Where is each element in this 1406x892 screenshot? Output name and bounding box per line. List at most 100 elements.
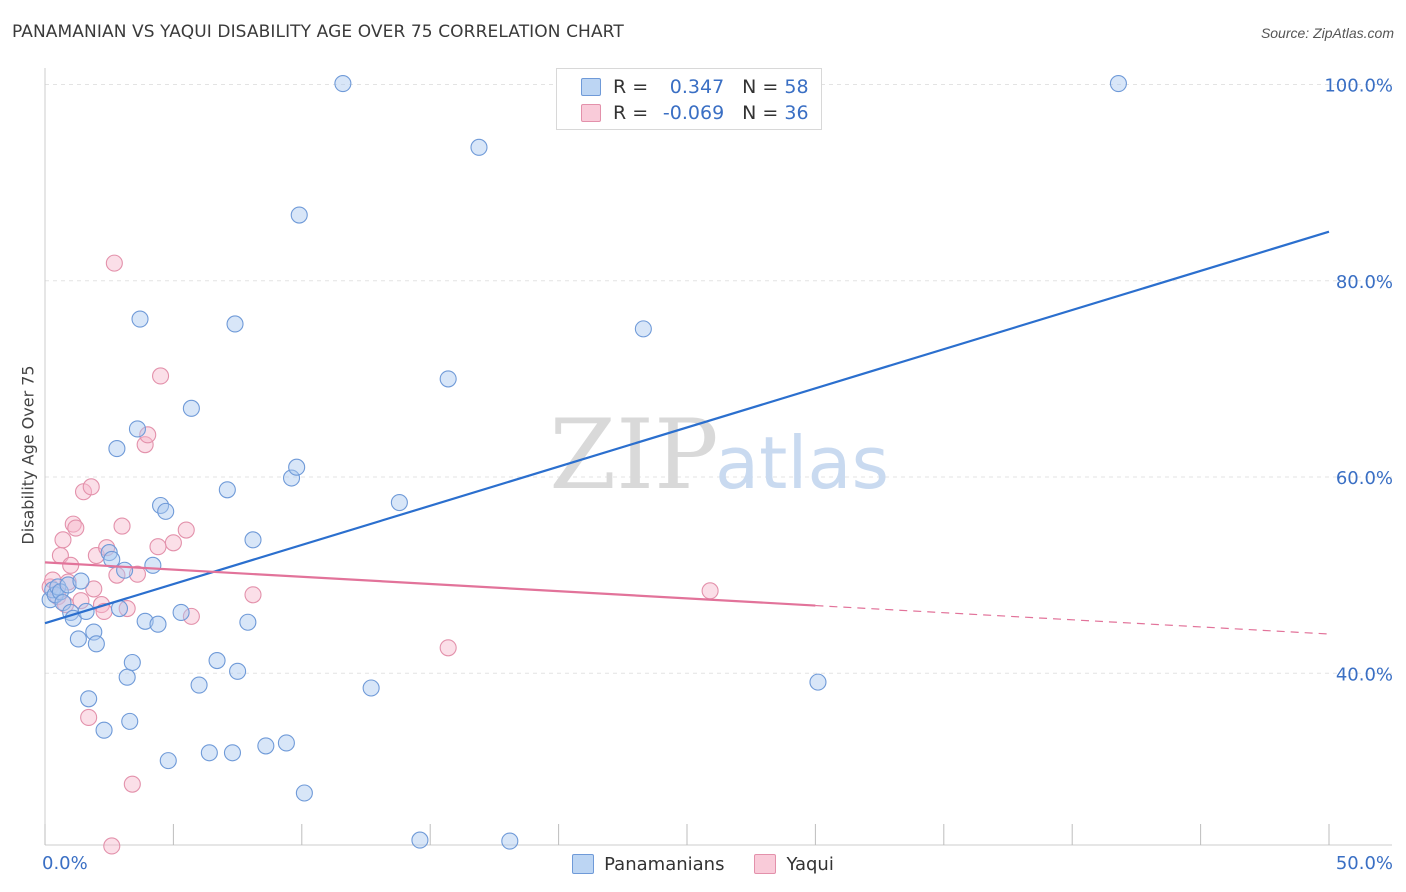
yaqui-point (105, 254, 123, 272)
legend-r-value: -0.069 (662, 102, 725, 124)
panamanian-point (87, 635, 105, 653)
panamanian-point (69, 630, 87, 648)
panamanian-point (108, 440, 126, 458)
legend-swatch-pink (754, 854, 777, 874)
legend-swatch-blue (581, 78, 601, 96)
panamanian-point (634, 320, 652, 338)
yaqui-point (62, 556, 80, 574)
yaqui-point (701, 582, 719, 600)
panamanian-point (121, 712, 139, 730)
legend-item-yaqui: Yaqui (754, 853, 834, 875)
chart-title: PANAMANIAN VS YAQUI DISABILITY AGE OVER … (12, 22, 624, 42)
yaqui-point (177, 521, 195, 539)
panamanian-point (72, 572, 90, 590)
yaqui-point (244, 586, 262, 604)
yaqui-trendline-extension (815, 604, 1330, 635)
panamanian-point (239, 613, 257, 631)
panamanian-point (439, 370, 457, 388)
panamanian-point (470, 138, 488, 156)
yaqui-point (67, 519, 85, 537)
yaqui-point (136, 436, 154, 454)
yaqui-point (80, 708, 98, 726)
legend-r-value: 0.347 (669, 76, 725, 98)
panamanian-point (128, 420, 146, 438)
panamanian-point (118, 668, 136, 686)
series-legend: Panamanians Yaqui (0, 852, 1406, 876)
trend-lines (44, 230, 1330, 635)
yaqui-point (149, 538, 167, 556)
yaqui-point (152, 367, 170, 385)
panamanian-trendline (44, 230, 1330, 625)
yaqui-points (41, 254, 719, 855)
panamanian-points (41, 75, 1127, 850)
panamanian-point (229, 662, 247, 680)
yaqui-point (439, 639, 457, 657)
axes (44, 68, 1392, 846)
watermark: ZIP atlas (549, 399, 889, 511)
panamanian-point (226, 315, 244, 333)
panamanian-point (200, 744, 218, 762)
legend-n-label: N = (742, 76, 779, 98)
legend-r-label: R = (613, 102, 649, 124)
panamanian-point (1109, 75, 1127, 93)
yaqui-point (164, 534, 182, 552)
legend-item-panamanians: Panamanians (572, 854, 724, 875)
panamanian-point (223, 744, 242, 762)
source-label: Source: ZipAtlas.com (1260, 25, 1394, 41)
panamanian-point (257, 737, 275, 755)
legend-row-panamanians: R = 0.347 N = 58 (581, 75, 809, 99)
panamanian-point (59, 576, 77, 594)
panamanian-point (334, 75, 352, 93)
legend-swatch-blue (572, 854, 595, 874)
yaqui-point (85, 580, 103, 598)
y-tick-label: 60.0% (1336, 468, 1393, 489)
panamanian-point (159, 752, 177, 770)
legend-label-panamanians: Panamanians (604, 853, 725, 875)
panamanian-point (277, 734, 295, 752)
panamanian-point (290, 206, 308, 224)
watermark-zip: ZIP (549, 399, 718, 511)
panamanian-point (288, 458, 306, 476)
yaqui-point (123, 775, 141, 793)
x-tick-label: 0.0% (42, 853, 88, 874)
legend-r-label: R = (613, 76, 649, 98)
panamanian-point (182, 399, 200, 417)
yaqui-point (103, 837, 121, 855)
panamanian-point (103, 550, 121, 569)
yaqui-point (113, 517, 131, 535)
y-tick-label: 100.0% (1324, 76, 1393, 97)
panamanian-point (501, 832, 519, 850)
panamanian-point (218, 481, 236, 499)
panamanian-point (100, 544, 118, 562)
y-tick-label: 40.0% (1336, 664, 1393, 685)
y-tick-label: 80.0% (1336, 272, 1393, 293)
panamanian-point (172, 603, 190, 621)
legend-label-yaqui: Yaqui (786, 853, 834, 875)
panamanian-point (282, 469, 301, 487)
x-tick-label: 50.0% (1336, 853, 1393, 874)
yaqui-point (82, 478, 100, 496)
yaqui-point (139, 426, 157, 444)
panamanian-point (144, 556, 162, 574)
panamanian-point (123, 653, 141, 672)
panamanian-point (362, 679, 380, 697)
yaqui-trendline (44, 561, 816, 607)
legend-n-value: 58 (784, 76, 809, 98)
yaqui-point (72, 592, 90, 610)
panamanian-point (208, 651, 226, 670)
panamanian-point (190, 676, 208, 694)
x-tick-labels: 0.0% 50.0% (42, 853, 1393, 874)
panamanian-point (116, 561, 134, 579)
panamanian-point (411, 831, 429, 849)
panamanian-point (49, 578, 67, 596)
yaqui-point (182, 607, 200, 625)
watermark-atlas: atlas (715, 421, 889, 505)
legend-n-value: 36 (784, 102, 809, 124)
legend-swatch-pink (581, 104, 601, 122)
stats-legend: R = 0.347 N = 58 R = -0.069 N = 36 (556, 68, 822, 130)
panamanian-point (136, 612, 154, 630)
panamanian-point (149, 615, 167, 633)
panamanian-point (131, 310, 149, 328)
panamanian-point (809, 673, 827, 691)
